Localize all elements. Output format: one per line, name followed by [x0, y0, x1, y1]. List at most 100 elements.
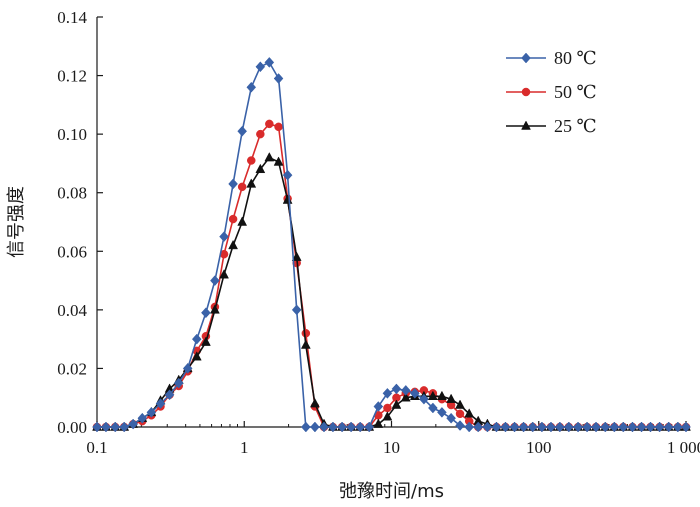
data-point — [491, 421, 502, 433]
data-point — [428, 402, 438, 414]
data-point — [546, 421, 556, 433]
data-point — [264, 57, 275, 68]
x-tick-label: 1 000 — [667, 438, 700, 457]
data-point — [310, 421, 320, 433]
x-tick-label: 100 — [526, 438, 552, 457]
x-tick-label: 0.1 — [86, 438, 107, 457]
data-point — [464, 421, 475, 433]
x-axis-title: 弛豫时间/ms — [339, 481, 444, 502]
data-point — [264, 152, 275, 162]
y-tick-label: 0.02 — [57, 359, 87, 378]
data-point — [627, 421, 638, 433]
data-point — [273, 73, 284, 84]
data-point — [364, 421, 375, 433]
series-diamond — [92, 57, 691, 433]
data-point — [246, 81, 257, 93]
data-point — [500, 421, 511, 433]
data-point — [228, 239, 239, 250]
legend-item: 25 ℃ — [506, 116, 597, 136]
data-point — [427, 390, 438, 400]
series-line — [97, 156, 686, 428]
data-point — [219, 269, 229, 279]
data-point — [455, 409, 465, 419]
data-point — [455, 399, 465, 409]
y-tick-label: 0.04 — [57, 301, 87, 320]
legend-label: 25 ℃ — [554, 116, 597, 136]
data-point — [346, 421, 356, 433]
series-line — [97, 123, 686, 428]
legend-marker — [521, 120, 531, 130]
data-point — [237, 125, 248, 137]
data-point — [373, 401, 384, 412]
data-point — [473, 421, 484, 433]
data-point — [119, 421, 130, 433]
y-tick-label: 0.06 — [57, 242, 87, 261]
data-point — [291, 304, 302, 316]
series-triangle — [92, 152, 691, 431]
data-point — [609, 421, 620, 433]
data-point — [201, 307, 211, 319]
data-point — [537, 421, 547, 433]
data-point — [300, 339, 311, 349]
data-point — [527, 421, 538, 433]
y-tick-label: 0.08 — [57, 184, 87, 203]
data-point — [210, 275, 220, 286]
data-point — [355, 421, 366, 433]
data-point — [554, 421, 565, 433]
data-point — [228, 178, 238, 190]
data-point — [265, 119, 274, 129]
data-point — [482, 421, 493, 433]
data-point — [663, 421, 674, 433]
legend-item: 50 ℃ — [506, 82, 597, 102]
series-layer — [92, 57, 691, 433]
data-point — [237, 216, 248, 226]
data-point — [282, 169, 293, 181]
data-point — [173, 377, 184, 389]
data-point — [255, 61, 266, 73]
data-point — [373, 418, 384, 428]
legend-label: 50 ℃ — [554, 82, 597, 102]
data-point — [446, 412, 456, 424]
data-point — [391, 383, 402, 395]
data-point — [391, 399, 402, 409]
data-point — [319, 421, 329, 433]
data-point — [400, 385, 411, 396]
data-point — [200, 336, 211, 346]
data-point — [400, 392, 411, 402]
data-point — [645, 421, 656, 433]
data-point — [591, 421, 601, 433]
legend-item: 80 ℃ — [506, 48, 597, 68]
y-tick-label: 0.14 — [57, 8, 87, 27]
legend-marker — [521, 87, 531, 97]
data-point — [247, 156, 256, 165]
data-point — [636, 421, 647, 433]
data-point — [518, 421, 529, 433]
data-point — [256, 129, 265, 139]
series-circle — [92, 119, 691, 432]
data-point — [274, 122, 283, 132]
data-point — [273, 156, 284, 166]
x-axis: 0.1 1 10 100 1 000 — [86, 421, 700, 457]
data-point — [618, 421, 629, 433]
legend: 80 ℃ 50 ℃ 25 ℃ — [506, 48, 597, 136]
data-point — [310, 398, 320, 408]
y-tick-label: 0.00 — [57, 418, 87, 437]
data-point — [464, 408, 475, 418]
data-point — [164, 389, 175, 401]
data-point — [437, 390, 447, 400]
data-point — [92, 421, 102, 433]
legend-marker — [521, 52, 531, 64]
y-axis-title: 信号强度 — [6, 186, 27, 258]
data-point — [654, 421, 665, 433]
data-point — [191, 333, 202, 345]
data-point — [219, 231, 229, 243]
data-point — [155, 398, 166, 409]
data-point — [383, 403, 392, 413]
data-point — [455, 420, 465, 431]
data-point — [209, 304, 220, 314]
data-point — [509, 421, 520, 433]
data-point — [301, 421, 311, 433]
data-point — [328, 421, 338, 433]
y-tick-label: 0.10 — [57, 125, 87, 144]
